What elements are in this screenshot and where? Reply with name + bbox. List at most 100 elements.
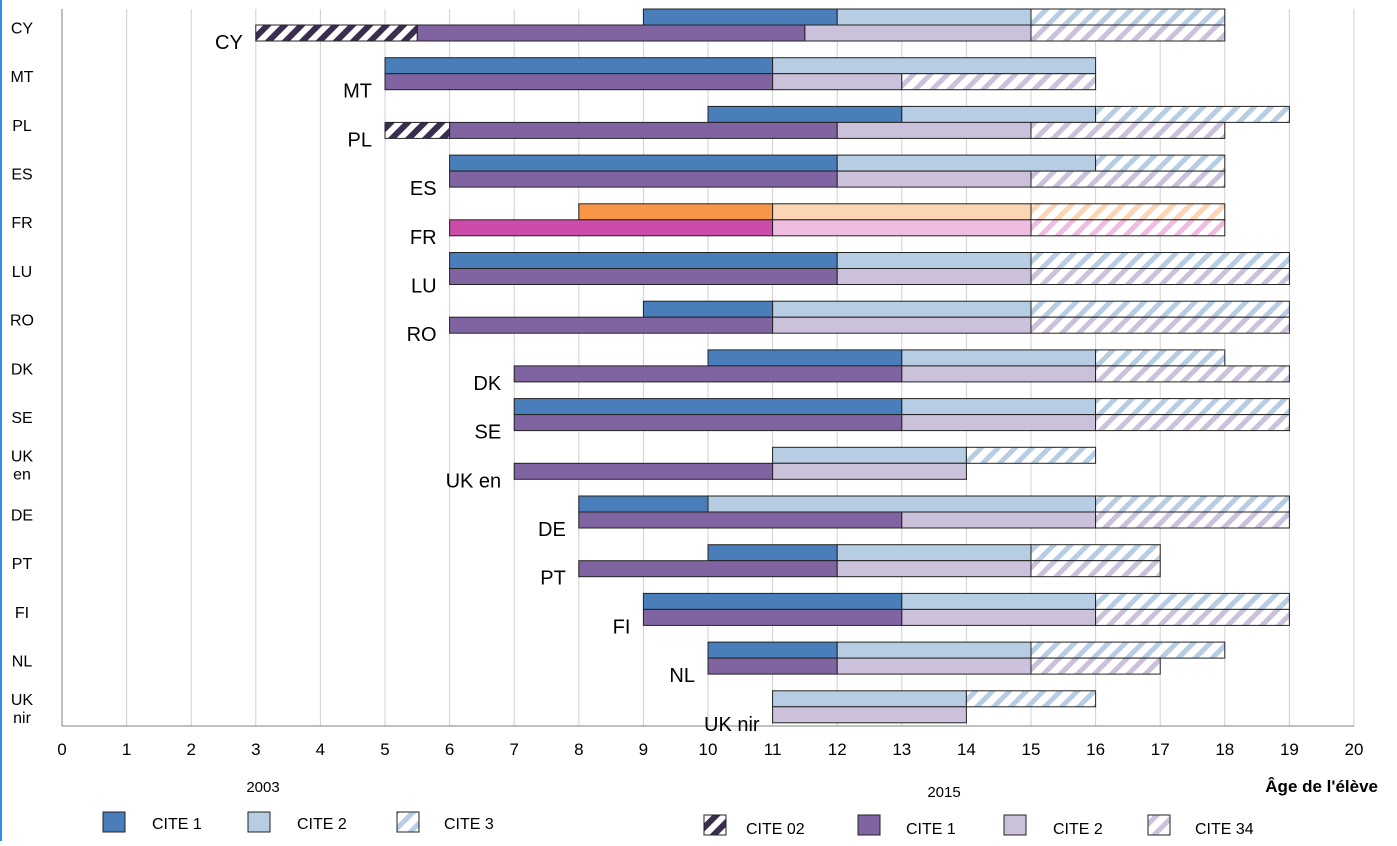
bar-lu-2015-c1	[449, 268, 838, 285]
x-tick-label-13: 13	[892, 740, 911, 759]
bar-label-dk: DK	[473, 373, 501, 395]
x-tick-label-7: 7	[509, 740, 518, 759]
bar-fr-2015-c1	[449, 219, 774, 237]
bar-cy-2003-c1	[642, 8, 838, 26]
bar-se-2003-c1	[513, 398, 903, 416]
year-label-2015: 2015	[927, 784, 960, 801]
bar-label-mt: MT	[343, 81, 372, 103]
legend-label-c1_2003: CITE 1	[152, 816, 202, 833]
row-label-de: DE	[11, 507, 33, 524]
row-label-nl: NL	[12, 653, 33, 670]
bar-nl-2015-c34	[1030, 657, 1161, 675]
legend-label-c34_2015: CITE 34	[1195, 821, 1254, 838]
bar-pt-2015-c1	[578, 560, 838, 578]
bar-pt-2015-c2	[836, 560, 1032, 578]
legend-swatch-c1_2015	[857, 814, 881, 836]
bar-uk-en-2003-c2	[772, 446, 967, 464]
bar-dk-2015-c34	[1095, 365, 1290, 383]
x-tick-label-4: 4	[316, 740, 325, 759]
bar-pl-2003-c2	[901, 105, 1097, 123]
row-label-pt: PT	[12, 556, 33, 573]
legend-label-c3_2003: CITE 3	[444, 816, 494, 833]
bar-dk-2003-c3	[1095, 349, 1226, 367]
bar-ro-2015-c2	[772, 316, 1032, 334]
row-label-pl: PL	[12, 118, 32, 135]
bar-pt-2003-c2	[836, 544, 1032, 562]
legend-swatch-c34_2015	[1147, 814, 1171, 836]
bar-fi-2015-c34	[1095, 608, 1290, 626]
bar-lu-2003-c1	[449, 252, 838, 269]
bar-se-2015-c34	[1095, 414, 1290, 432]
x-tick-label-10: 10	[699, 740, 718, 759]
year-label-2003: 2003	[246, 779, 279, 796]
legend-label-c2_2015: CITE 2	[1053, 821, 1103, 838]
x-tick-label-18: 18	[1215, 740, 1234, 759]
row-label-uk-nir: UK nir	[11, 692, 34, 727]
bar-label-pl: PL	[348, 129, 372, 151]
row-label-mt: MT	[10, 69, 33, 86]
bar-dk-2015-c1	[513, 365, 903, 383]
bar-es-2015-c1	[449, 170, 838, 188]
bar-de-2003-c3	[1095, 495, 1290, 513]
bars	[255, 8, 1290, 724]
bar-uk-nir-2015-c2	[772, 706, 967, 724]
bar-de-2003-c2	[707, 495, 1097, 513]
bar-lu-2003-c3	[1030, 252, 1290, 269]
bar-se-2003-c3	[1095, 398, 1290, 416]
bar-fr-2003-c3	[1030, 203, 1226, 221]
bar-mt-2003-c2	[772, 57, 1097, 75]
bar-uk-en-2003-c3	[965, 446, 1097, 464]
bar-label-uk-en: UK en	[446, 470, 502, 492]
bar-pl-2003-c3	[1095, 105, 1290, 123]
row-label-se: SE	[11, 410, 32, 427]
bar-mt-2003-c1	[384, 57, 774, 75]
bar-pt-2003-c3	[1030, 544, 1161, 562]
bar-nl-2015-c2	[836, 657, 1032, 675]
bar-pl-2003-c1	[707, 105, 903, 123]
bar-lu-2015-c2	[836, 268, 1032, 285]
bar-ro-2015-c34	[1030, 316, 1290, 334]
bar-pt-2015-c34	[1030, 560, 1161, 578]
bar-label-nl: NL	[669, 665, 695, 687]
bar-label-ro: RO	[407, 324, 437, 346]
row-label-lu: LU	[12, 264, 32, 281]
bar-cy-2015-c2	[804, 24, 1032, 42]
bar-ro-2003-c3	[1030, 300, 1290, 318]
row-label-uk-nir-line-0: UK	[11, 692, 34, 709]
bar-de-2015-c1	[578, 511, 903, 529]
legend: CITE 1 CITE 2 CITE 3 CITE 02 CITE 1 CITE 2 CIT…	[102, 811, 1254, 838]
bar-de-2015-c34	[1095, 511, 1290, 529]
bar-se-2015-c1	[513, 414, 903, 432]
bar-label-lu: LU	[411, 276, 437, 298]
legend-swatch-c2_2003	[247, 811, 271, 833]
bar-label-pt: PT	[540, 568, 566, 590]
x-tick-label-15: 15	[1022, 740, 1041, 759]
bar-pl-2015-c2	[836, 121, 1032, 139]
bar-cy-2003-c2	[836, 8, 1032, 26]
bar-cy-2003-c3	[1030, 8, 1226, 26]
bar-dk-2003-c1	[707, 349, 903, 367]
bar-fi-2003-c2	[901, 592, 1097, 610]
legend-swatch-c1_2003	[102, 811, 126, 833]
bar-label-es: ES	[410, 178, 437, 200]
bar-fi-2015-c1	[642, 608, 903, 626]
bar-se-2003-c2	[901, 398, 1097, 416]
legend-label-c1_2015: CITE 1	[906, 821, 956, 838]
row-label-uk-nir-line-1: nir	[13, 710, 31, 727]
row-label-cy: CY	[11, 20, 34, 37]
bar-cy-2015-c02	[255, 24, 418, 42]
x-tick-label-17: 17	[1151, 740, 1170, 759]
bar-es-2015-c2	[836, 170, 1032, 188]
bar-uk-en-2015-c2	[772, 462, 967, 480]
x-tick-label-9: 9	[639, 740, 648, 759]
legend-label-c2_2003: CITE 2	[297, 816, 347, 833]
row-label-dk: DK	[11, 361, 34, 378]
row-label-uk-en-line-0: UK	[11, 449, 34, 466]
bar-uk-nir-2003-c3	[965, 690, 1097, 708]
bar-fi-2003-c1	[642, 592, 903, 610]
bar-lu-2015-c34	[1030, 268, 1290, 285]
labels: CY CY MT MT PL PL ES ES FR FR LU LU RO RO DK DK SE SE UK e…	[10, 20, 1378, 801]
bar-dk-2015-c2	[901, 365, 1097, 383]
bar-label-uk-nir: UK nir	[704, 714, 760, 736]
